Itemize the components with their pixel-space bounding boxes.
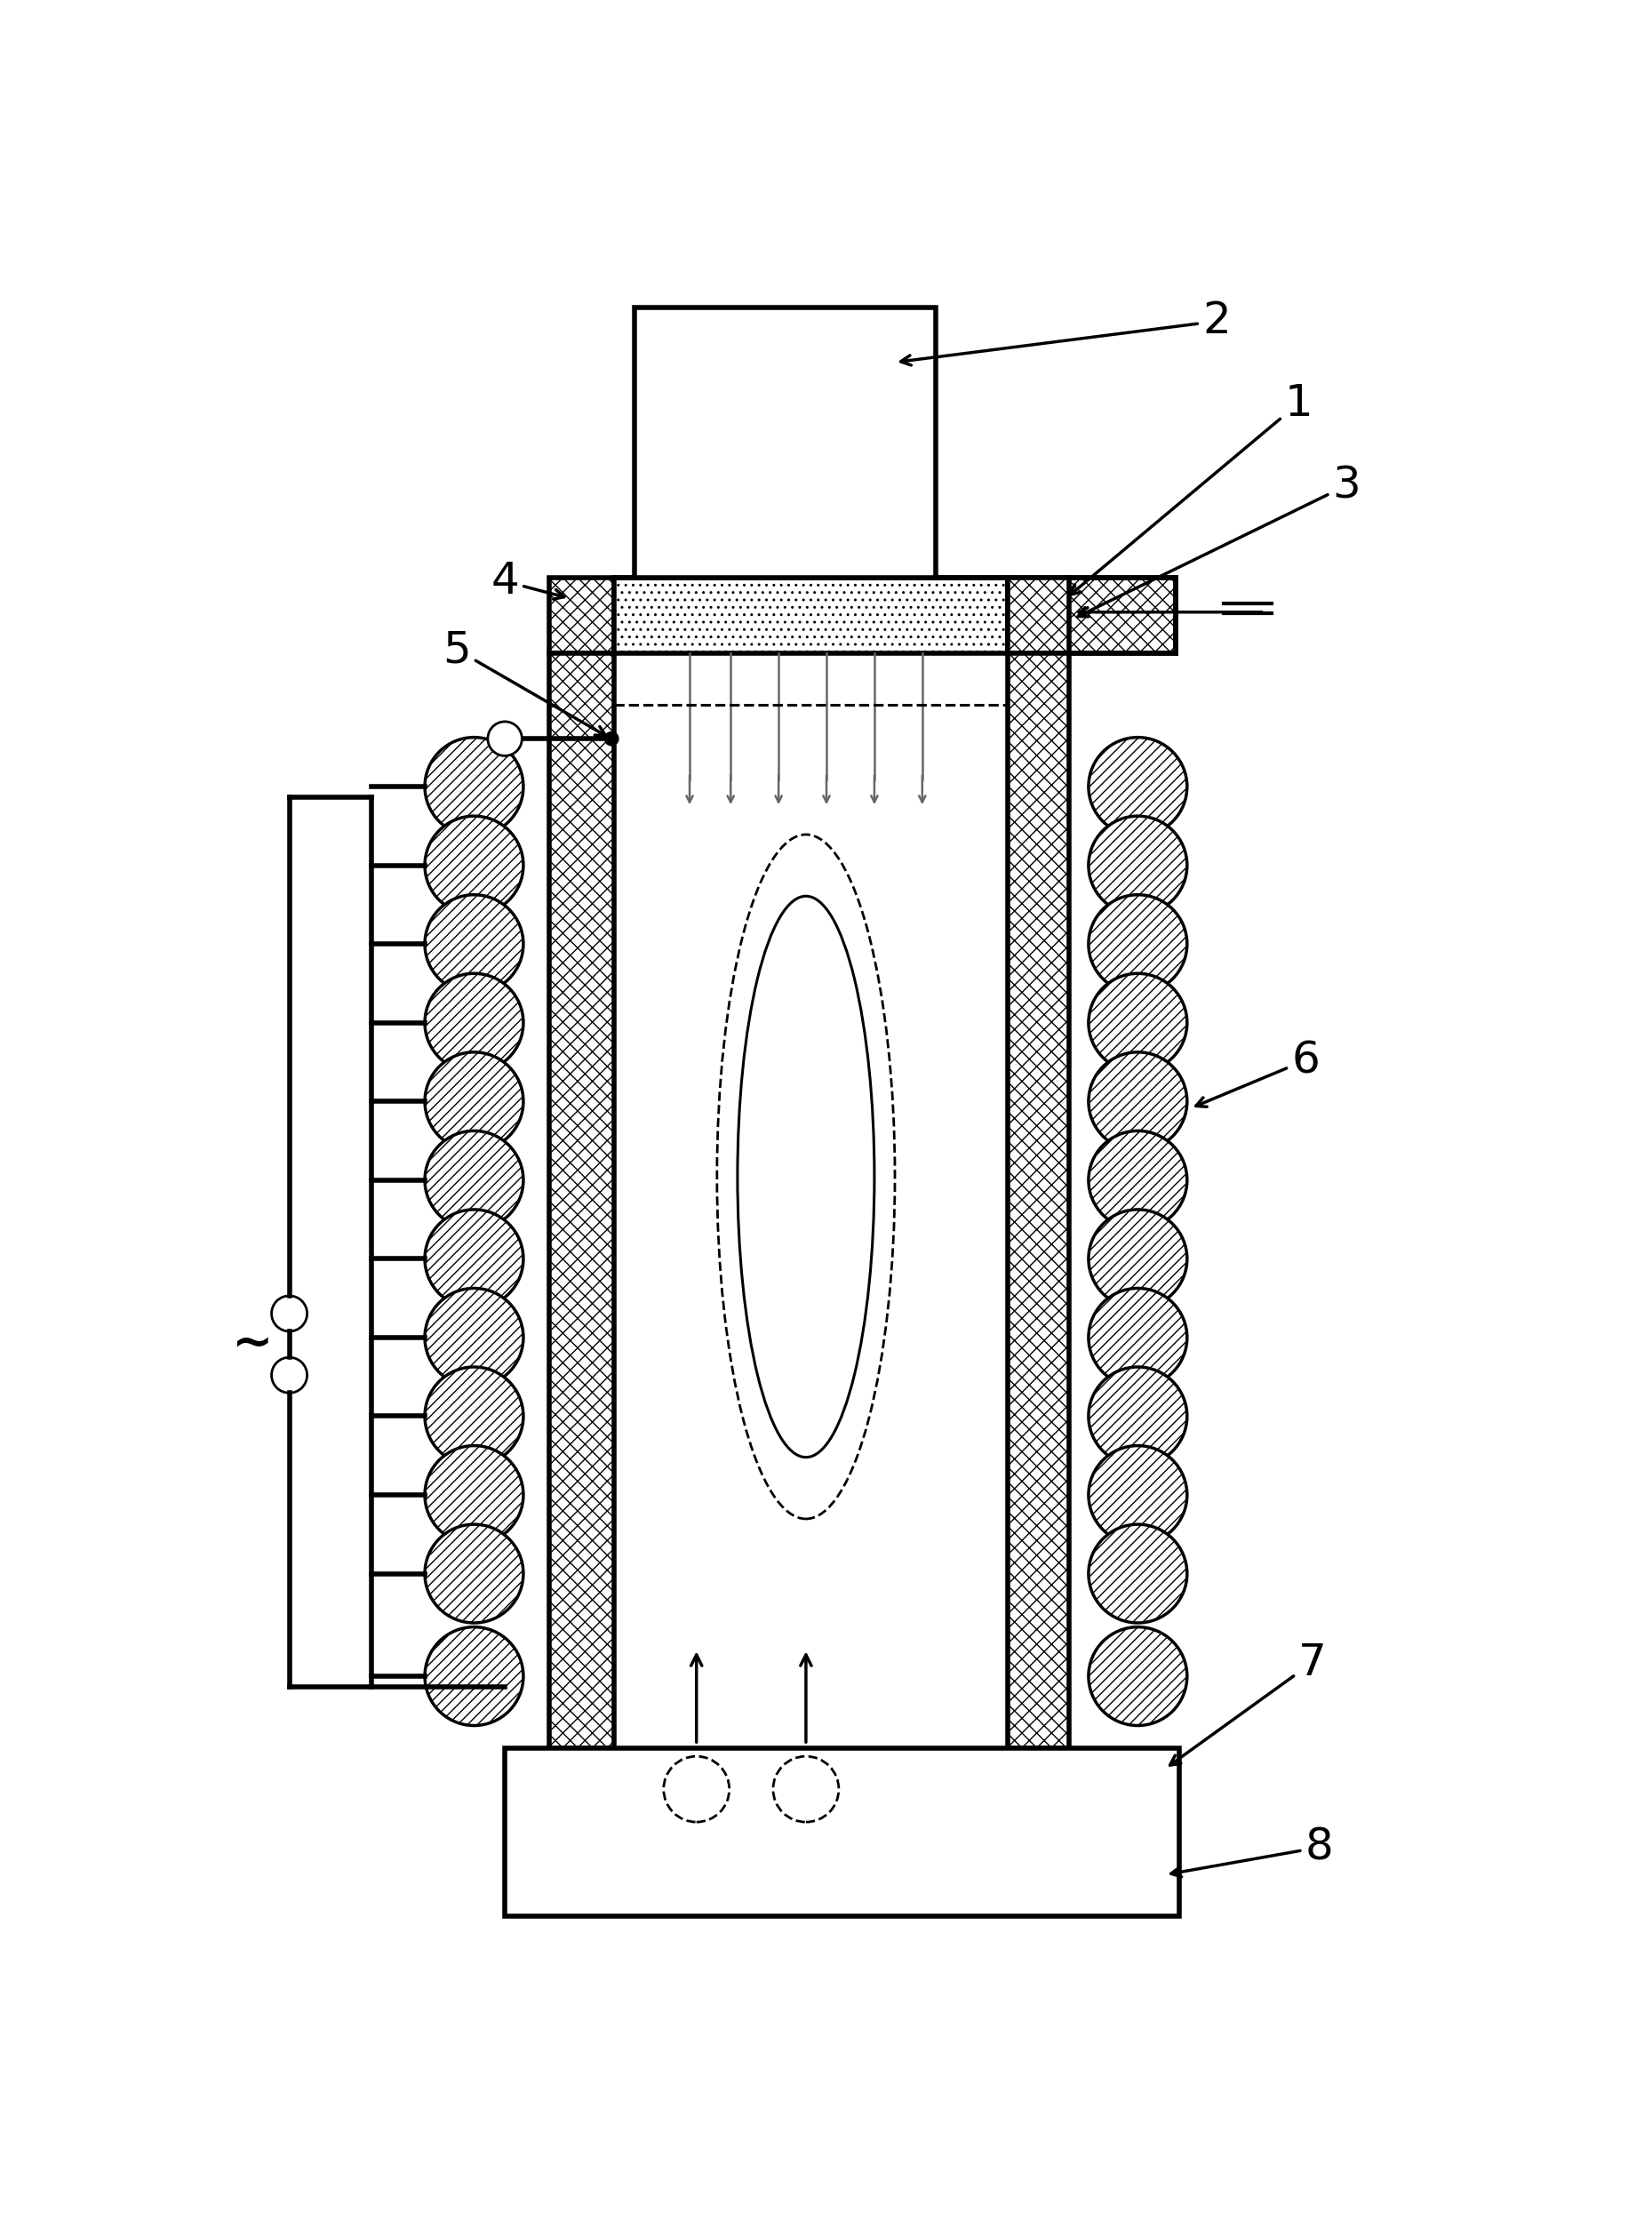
Circle shape (425, 973, 524, 1073)
Circle shape (1089, 1053, 1188, 1150)
Circle shape (425, 737, 524, 835)
Bar (550, 653, 615, 1748)
Circle shape (425, 815, 524, 915)
Circle shape (425, 1524, 524, 1624)
Circle shape (425, 1210, 524, 1308)
Circle shape (1089, 1130, 1188, 1230)
Circle shape (425, 1053, 524, 1150)
Circle shape (1089, 1366, 1188, 1466)
Text: 1: 1 (1070, 382, 1313, 595)
Circle shape (1089, 737, 1188, 835)
Circle shape (425, 1288, 524, 1386)
Circle shape (1089, 1210, 1188, 1308)
Circle shape (271, 1357, 307, 1393)
Text: 8: 8 (1171, 1826, 1333, 1877)
Text: 4: 4 (491, 560, 563, 602)
Bar (634, 306, 937, 577)
Circle shape (271, 1295, 307, 1330)
Circle shape (605, 733, 618, 746)
Circle shape (664, 1757, 729, 1821)
Circle shape (1089, 1288, 1188, 1386)
Circle shape (773, 1757, 839, 1821)
Text: 6: 6 (1196, 1039, 1320, 1106)
Bar (506, 1748, 1180, 1917)
Text: 2: 2 (900, 300, 1231, 364)
Bar (615, 577, 1008, 653)
Circle shape (487, 722, 522, 755)
Circle shape (425, 1446, 524, 1544)
Circle shape (425, 1130, 524, 1230)
Circle shape (1089, 815, 1188, 915)
Text: 7: 7 (1170, 1641, 1327, 1766)
Circle shape (425, 895, 524, 993)
Text: 3: 3 (1079, 464, 1361, 617)
Bar (1008, 577, 1176, 653)
Bar (1008, 653, 1069, 1748)
Circle shape (425, 1628, 524, 1726)
Circle shape (1089, 973, 1188, 1073)
Circle shape (1089, 1524, 1188, 1624)
Circle shape (1089, 895, 1188, 993)
Circle shape (425, 1366, 524, 1466)
Circle shape (1089, 1628, 1188, 1726)
Circle shape (1089, 1446, 1188, 1544)
Text: 5: 5 (443, 629, 606, 735)
Bar (1008, 577, 1069, 653)
Text: ~: ~ (231, 1319, 273, 1368)
Ellipse shape (737, 895, 874, 1457)
Bar (550, 577, 615, 653)
